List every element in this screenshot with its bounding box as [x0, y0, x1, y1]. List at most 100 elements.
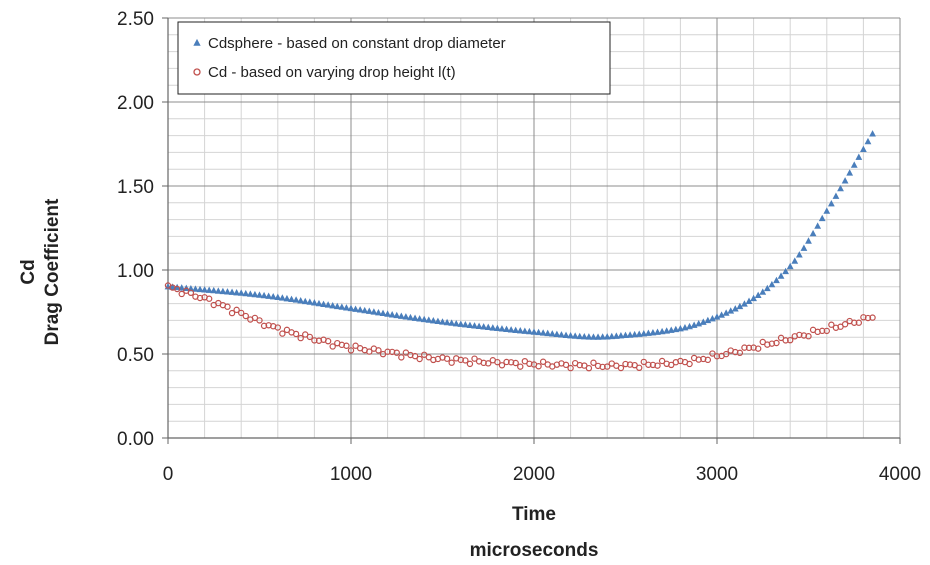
data-point-triangle: [617, 332, 625, 339]
data-point-circle: [347, 347, 355, 354]
data-point-triangle: [347, 304, 355, 312]
data-point-triangle: [869, 130, 876, 137]
x-axis-title-line-2: microseconds: [470, 540, 599, 561]
data-point-triangle: [224, 288, 231, 295]
data-point-triangle: [343, 304, 350, 311]
y-axis-title-line-1: Cd: [18, 259, 39, 284]
data-point-triangle: [402, 313, 410, 320]
data-point-triangle: [397, 312, 405, 319]
data-point-triangle: [818, 214, 826, 222]
data-point-triangle: [352, 305, 359, 312]
data-point-circle: [297, 334, 304, 342]
data-point-triangle: [388, 311, 396, 318]
data-point-triangle: [709, 314, 716, 322]
data-point-circle: [416, 355, 423, 363]
y-axis-title: Cd Drag Coefficient: [18, 198, 63, 345]
data-point-triangle: [233, 288, 241, 296]
series-layer: [164, 130, 876, 372]
x-tick-label: 2000: [513, 464, 555, 485]
data-point-triangle: [425, 316, 433, 323]
data-point-triangle: [480, 323, 488, 330]
data-point-triangle: [773, 276, 780, 284]
data-point-circle: [805, 333, 812, 340]
data-point-triangle: [411, 314, 419, 321]
data-point-triangle: [846, 169, 854, 176]
data-point-triangle: [860, 145, 867, 153]
data-point-triangle: [548, 330, 556, 337]
legend-marker-cdsphere: [193, 38, 201, 46]
data-point-circle: [485, 360, 492, 367]
data-point-circle: [617, 364, 625, 372]
x-tick-label: 0: [163, 464, 174, 485]
data-point-circle: [498, 362, 506, 369]
data-point-circle: [828, 321, 835, 328]
data-point-triangle: [521, 327, 529, 334]
data-point-triangle: [269, 293, 277, 300]
data-point-circle: [841, 321, 849, 328]
data-point-triangle: [210, 286, 218, 294]
data-point-circle: [754, 345, 762, 352]
data-point-triangle: [461, 321, 469, 328]
data-point-triangle: [516, 327, 524, 334]
data-point-circle: [736, 349, 744, 357]
data-point-triangle: [590, 333, 597, 340]
data-point-triangle: [434, 317, 442, 325]
data-point-triangle: [283, 294, 291, 302]
data-point-circle: [462, 357, 469, 364]
data-point-triangle: [571, 332, 579, 339]
data-point-circle: [274, 324, 281, 331]
y-tick-label: 2.50: [117, 9, 154, 30]
data-point-triangle: [494, 324, 501, 332]
data-point-triangle: [599, 333, 607, 340]
data-point-triangle: [443, 318, 451, 326]
data-point-triangle: [777, 272, 785, 279]
data-point-circle: [759, 338, 766, 346]
data-point-triangle: [526, 327, 533, 335]
data-point-triangle: [736, 302, 744, 310]
data-point-triangle: [672, 325, 680, 333]
data-point-circle: [585, 364, 593, 372]
data-point-triangle: [393, 311, 401, 319]
data-point-triangle: [731, 305, 739, 312]
data-point-triangle: [329, 302, 337, 309]
data-point-circle: [773, 339, 780, 347]
data-point-triangle: [256, 291, 263, 298]
data-point-circle: [535, 363, 542, 370]
data-point-triangle: [407, 313, 414, 321]
data-point-triangle: [594, 333, 602, 340]
data-point-triangle: [416, 315, 424, 322]
data-point-triangle: [782, 267, 790, 275]
data-point-circle: [205, 295, 213, 302]
data-point-triangle: [841, 177, 849, 184]
data-point-triangle: [489, 324, 497, 331]
data-point-circle: [658, 357, 666, 365]
data-point-triangle: [297, 296, 305, 304]
data-point-triangle: [503, 325, 510, 333]
x-tick-label: 4000: [879, 464, 921, 485]
data-point-circle: [375, 347, 382, 354]
data-point-triangle: [855, 153, 863, 160]
data-point-circle: [443, 355, 451, 362]
data-point-circle: [864, 314, 872, 322]
data-point-triangle: [205, 286, 213, 293]
data-point-triangle: [837, 184, 844, 192]
data-point-triangle: [457, 320, 465, 327]
data-point-triangle: [786, 262, 794, 270]
data-point-triangle: [718, 311, 725, 318]
data-point-circle: [745, 344, 753, 352]
data-point-triangle: [750, 294, 757, 302]
data-point-circle: [782, 337, 789, 344]
data-point-circle: [448, 359, 455, 366]
data-point-triangle: [251, 290, 259, 298]
data-point-triangle: [791, 257, 799, 264]
data-point-circle: [384, 348, 391, 355]
data-point-triangle: [603, 333, 611, 340]
data-point-triangle: [361, 306, 369, 314]
data-point-triangle: [265, 292, 273, 299]
data-point-circle: [224, 303, 231, 310]
data-point-triangle: [580, 332, 588, 340]
data-point-triangle: [278, 294, 286, 301]
data-point-circle: [178, 290, 185, 298]
data-point-circle: [636, 364, 643, 372]
